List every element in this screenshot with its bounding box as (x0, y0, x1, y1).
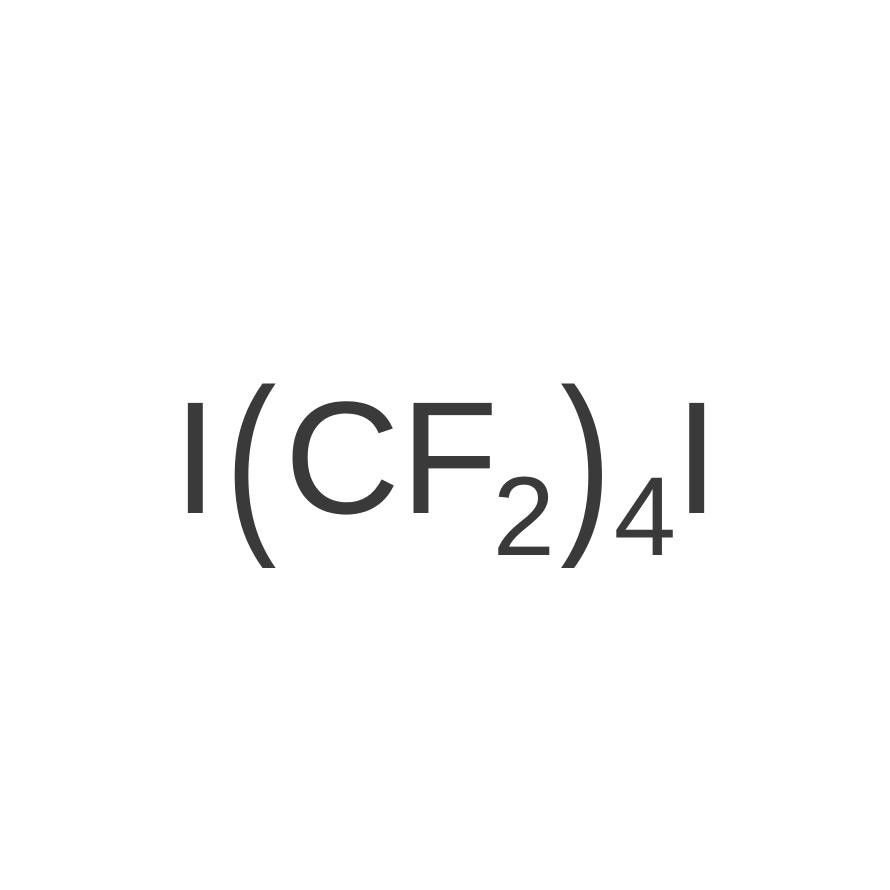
close-paren: ) (560, 360, 610, 558)
subscript-four: 4 (614, 461, 674, 573)
carbon: C (284, 378, 398, 538)
fluorine: F (400, 378, 496, 538)
open-paren: ( (225, 360, 275, 558)
iodine-left: I (173, 378, 215, 538)
iodine-right: I (674, 378, 716, 538)
chemical-formula: I ( C F 2 ) 4 I (173, 346, 717, 544)
subscript-two: 2 (493, 461, 553, 573)
chemical-formula-canvas: I ( C F 2 ) 4 I (0, 0, 890, 890)
